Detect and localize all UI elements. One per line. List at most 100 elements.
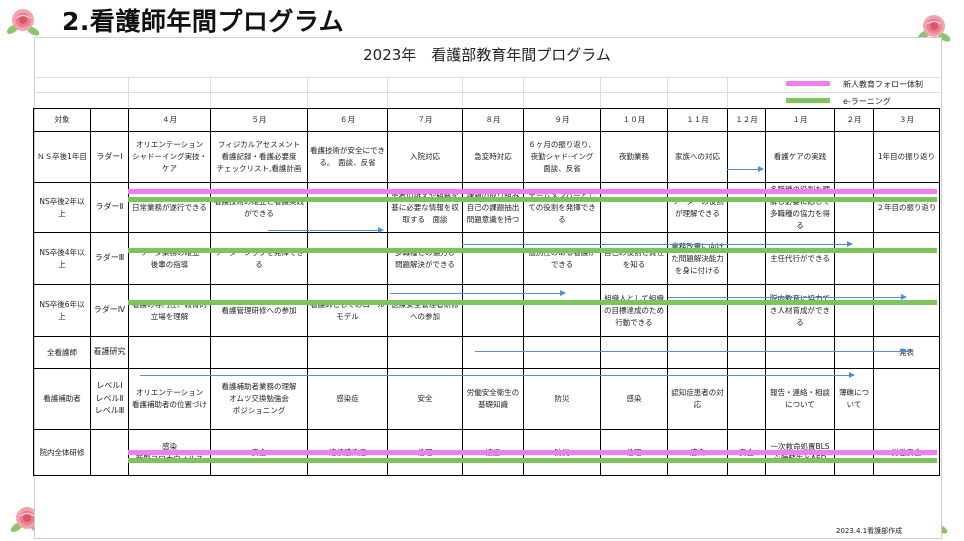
elearning-bar <box>128 458 937 463</box>
grid-line <box>210 77 211 107</box>
month-cell <box>727 232 766 285</box>
month-cell: リーダ業務の確立後輩の指導 <box>128 232 211 285</box>
month-cell <box>387 336 463 369</box>
month-cell <box>307 336 388 369</box>
month-cell <box>600 336 668 369</box>
header-cell: ３月 <box>873 108 940 132</box>
page-title: 2.看護師年間プログラム <box>62 7 345 36</box>
level-cell: ラダーⅡ <box>90 182 129 233</box>
header-cell: ９月 <box>523 108 601 132</box>
header-cell: ５月 <box>210 108 308 132</box>
progress-arrow <box>668 294 907 300</box>
month-cell <box>765 336 835 369</box>
month-cell <box>873 284 940 337</box>
legend-label-elearning: e-ラーニング <box>843 97 891 106</box>
month-cell: 安全 <box>387 368 463 430</box>
month-cell: 看護技術が安全にできる。 面談、反省 <box>307 131 388 183</box>
month-cell <box>727 336 766 369</box>
follow-bar <box>128 189 937 194</box>
month-cell: 報告・連絡・相談について <box>765 368 835 430</box>
month-cell: 防災 <box>523 368 601 430</box>
follow-bar <box>128 450 937 455</box>
header-cell: ２月 <box>834 108 874 132</box>
month-cell <box>307 232 388 285</box>
month-cell: 看護師としてのロールモデル <box>307 284 388 337</box>
month-cell: 急変時対応 <box>462 131 524 183</box>
month-cell: フィジカルアセスメント 看護記録・看護必要度 チェックリスト,看護計画 <box>210 131 308 183</box>
row-ns-year4: NS卒後4年以上ラダーⅢリーダ業務の確立後輩の指導リーダーシップを発揮できる 多職… <box>33 232 940 285</box>
month-cell <box>834 336 874 369</box>
progress-arrow <box>268 227 384 233</box>
grid-line <box>34 92 940 93</box>
level-cell: ラダーⅣ <box>90 284 129 337</box>
month-cell <box>667 284 728 337</box>
legend-swatch-follow <box>786 81 830 86</box>
grid-line <box>307 77 308 107</box>
level-cell: ラダーⅠ <box>90 131 129 183</box>
month-cell <box>834 284 874 337</box>
month-cell <box>727 368 766 430</box>
month-cell: 看護の専門性、教育的立場を理解 <box>128 284 211 337</box>
month-cell <box>462 336 524 369</box>
row-all-nurses: 全看護師看護研究発表 <box>33 336 940 369</box>
header-cell: ４月 <box>128 108 211 132</box>
program-table: 対象 ４月 ５月 ６月 ７月 ８月 ９月 １０月 １１月 １２月 １月 ２月 ３… <box>33 108 940 476</box>
month-cell: 個別性のある看護ができる <box>523 232 601 285</box>
month-cell: 夜勤業務 <box>600 131 668 183</box>
header-cell: ８月 <box>462 108 524 132</box>
month-cell <box>873 368 940 430</box>
progress-arrow <box>475 348 908 354</box>
footer-note: 2023.4.1看護部作成 <box>836 527 903 535</box>
target-cell: NS卒後2年以上 <box>33 182 91 233</box>
header-cell: １０月 <box>600 108 668 132</box>
header-cell: 対象 <box>33 108 91 132</box>
month-cell: 院内教育に協力でき人材育成ができる <box>765 284 835 337</box>
month-cell: 労働安全衛生の基礎知識 <box>462 368 524 430</box>
grid-line <box>523 77 524 107</box>
row-ns-year1: ＮＳ卒後1年目 ラダーⅠ オリエンテーション シャドーイング実技・ケア フィジカルアセス… <box>33 131 940 183</box>
month-cell: 主任代行ができる <box>765 232 835 285</box>
month-cell: 多職種との協力し問題解決ができる <box>387 232 463 285</box>
header-row: 対象 ４月 ５月 ６月 ７月 ８月 ９月 １０月 １１月 １２月 １月 ２月 ３… <box>33 108 940 132</box>
target-cell: 看護補助者 <box>33 368 91 430</box>
month-cell <box>523 336 601 369</box>
month-cell: 看護管理研修への参加 <box>210 284 308 337</box>
level-cell: レベルⅠ レベルⅡ レベルⅢ <box>90 368 129 430</box>
level-cell: ラダーⅢ <box>90 232 129 285</box>
target-cell: ＮＳ卒後1年目 <box>33 131 91 183</box>
month-cell: オリエンテーション 看護補助者の位置づけ <box>128 368 211 430</box>
target-cell: 全看護師 <box>33 336 91 369</box>
month-cell <box>128 336 211 369</box>
month-cell <box>727 284 766 337</box>
month-cell <box>834 232 874 285</box>
row-assistants: 看護補助者 レベルⅠ レベルⅡ レベルⅢ オリエンテーション 看護補助者の位置づけ 看護補助… <box>33 368 940 430</box>
target-cell: NS卒後6年以上 <box>33 284 91 337</box>
progress-arrow <box>727 166 764 172</box>
target-cell: 院内全体研修 <box>33 429 91 476</box>
month-cell: 自己の役割と責任を知る <box>600 232 668 285</box>
month-cell: 感染 <box>600 368 668 430</box>
month-cell <box>462 232 524 285</box>
month-cell <box>210 336 308 369</box>
month-cell <box>667 336 728 369</box>
month-cell: 入院対応 <box>387 131 463 183</box>
month-cell: リーダーシップを発揮できる <box>210 232 308 285</box>
grid-line <box>34 77 940 78</box>
progress-arrow <box>462 241 853 247</box>
month-cell: 看護補助者業務の理解 オムツ交換勉強会 ポジショニング <box>210 368 308 430</box>
month-cell: 1年目の振り返り <box>873 131 940 183</box>
progress-arrow <box>140 372 855 378</box>
elearning-bar <box>128 300 937 305</box>
level-cell: 看護研究 <box>90 336 129 369</box>
month-cell: 組織人として組織の目標達成のため行動できる <box>600 284 668 337</box>
month-cell: オリエンテーション シャドーイング実技・ケア <box>128 131 211 183</box>
month-cell <box>873 232 940 285</box>
month-cell: 認知症患者の対応 <box>667 368 728 430</box>
header-cell: ７月 <box>387 108 463 132</box>
month-cell <box>834 131 874 183</box>
header-cell <box>90 108 129 132</box>
month-cell <box>727 131 766 183</box>
grid-line <box>727 77 728 107</box>
grid-line <box>600 77 601 107</box>
rose-icon <box>6 9 40 36</box>
